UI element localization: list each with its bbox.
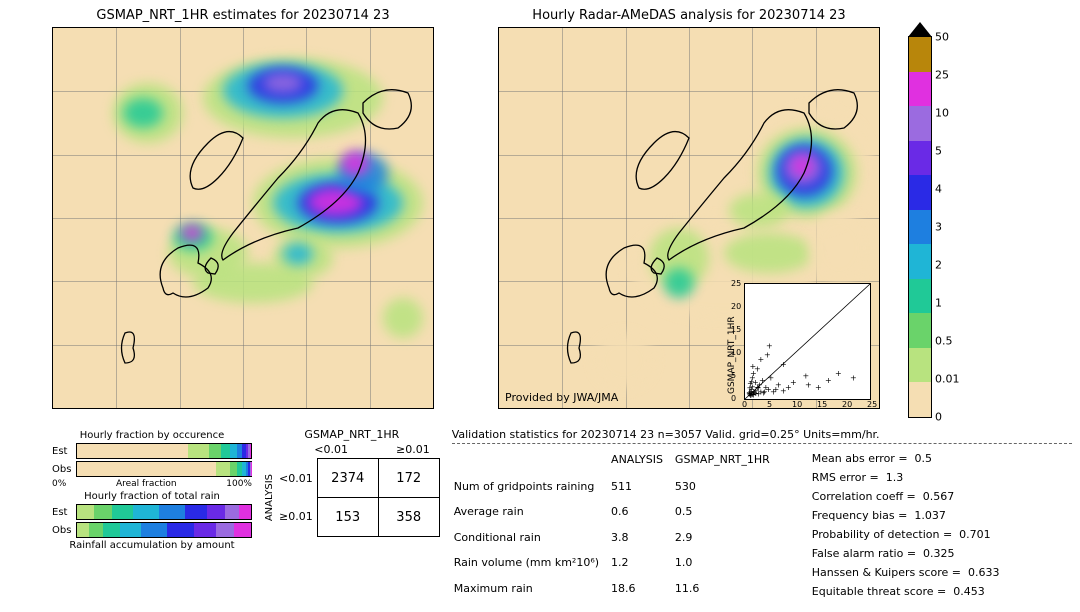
contingency-col-title: GSMAP_NRT_1HR <box>264 428 440 441</box>
map-left: 125°E130°E135°E140°E145°E25°N30°N35°N40°… <box>52 27 434 409</box>
frac-obs-label: Obs <box>52 464 76 475</box>
frac-ax-lbl: Areal fraction <box>116 479 177 489</box>
svg-text:+: + <box>835 369 842 378</box>
svg-text:+: + <box>825 376 832 385</box>
frac-bar-2-obs <box>76 522 252 538</box>
cont-h1: ≥0.01 <box>396 443 430 456</box>
bottom-row: Hourly fraction by occurence Est Obs 0% A… <box>8 428 1072 602</box>
svg-text:+: + <box>750 362 757 371</box>
svg-text:+: + <box>761 387 768 396</box>
fraction-title-2: Hourly fraction of total rain <box>52 491 252 502</box>
svg-text:+: + <box>753 389 760 398</box>
frac-bar-2-est <box>76 504 252 520</box>
frac-bar-1-est <box>76 443 252 459</box>
svg-text:+: + <box>850 374 857 383</box>
colorbar: 00.010.512345102550 <box>908 36 932 418</box>
map-right: Provided by JWA/JMA 125°E130°E135°E140°E… <box>498 27 880 409</box>
contingency-table: 2374172 153358 <box>317 458 440 537</box>
svg-text:+: + <box>780 360 787 369</box>
fraction-block: Hourly fraction by occurence Est Obs 0% A… <box>52 428 252 553</box>
frac-ax-100: 100% <box>226 479 252 489</box>
svg-text:+: + <box>803 371 810 380</box>
metrics: Mean abs error = 0.5RMS error = 1.3Corre… <box>810 448 1002 602</box>
svg-text:+: + <box>805 381 812 390</box>
svg-text:+: + <box>815 383 822 392</box>
stats-block: Validation statistics for 20230714 23 n=… <box>452 428 1072 602</box>
cont-11: 358 <box>378 498 439 537</box>
inset-scatter: ++++++++++++++++++++++++++++++++++++++++… <box>744 283 871 400</box>
stats-table: ANALYSISGSMAP_NRT_1HR Num of gridpoints … <box>452 448 782 602</box>
map-left-panel: GSMAP_NRT_1HR estimates for 20230714 23 … <box>52 8 434 418</box>
stats-c2: GSMAP_NRT_1HR <box>675 450 780 473</box>
svg-text:+: + <box>748 377 755 386</box>
fraction-title-1: Hourly fraction by occurence <box>52 430 252 441</box>
stats-c1: ANALYSIS <box>611 450 673 473</box>
contingency-row-title: ANALYSIS <box>264 474 275 521</box>
map-right-panel: Hourly Radar-AMeDAS analysis for 2023071… <box>498 8 880 418</box>
colorbar-arrow <box>908 22 932 37</box>
frac-est-label: Est <box>52 446 76 457</box>
frac-bar-1-obs <box>76 461 252 477</box>
frac-ax-0: 0% <box>52 479 66 489</box>
svg-text:+: + <box>766 341 773 350</box>
stats-header: Validation statistics for 20230714 23 n=… <box>452 428 1072 444</box>
map-left-title: GSMAP_NRT_1HR estimates for 20230714 23 <box>52 8 434 23</box>
fraction-title-3: Rainfall accumulation by amount <box>52 540 252 551</box>
colorbar-panel: 00.010.512345102550 <box>908 8 932 418</box>
cont-00: 2374 <box>317 459 378 498</box>
map-right-title: Hourly Radar-AMeDAS analysis for 2023071… <box>498 8 880 23</box>
top-row: GSMAP_NRT_1HR estimates for 20230714 23 … <box>8 8 1072 418</box>
svg-text:+: + <box>773 385 780 394</box>
svg-text:+: + <box>759 376 766 385</box>
svg-text:+: + <box>764 351 771 360</box>
cont-h0: <0.01 <box>314 443 348 456</box>
svg-text:+: + <box>768 374 775 383</box>
cont-10: 153 <box>317 498 378 537</box>
contingency-block: GSMAP_NRT_1HR <0.01 ≥0.01 ANALYSIS <0.01… <box>264 428 440 537</box>
svg-text:+: + <box>790 378 797 387</box>
cont-01: 172 <box>378 459 439 498</box>
